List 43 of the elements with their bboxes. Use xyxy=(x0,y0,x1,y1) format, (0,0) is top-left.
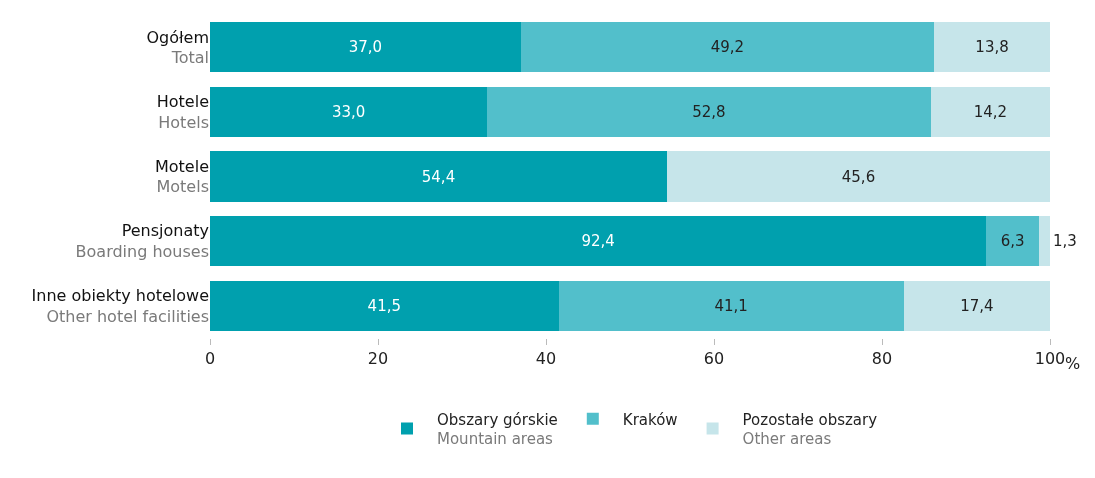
data-label: 14,2 xyxy=(973,102,1008,121)
bar xyxy=(1039,215,1050,267)
x-tick-label: 100 xyxy=(1034,349,1066,369)
legend-label: Obszary górskie Mountain areas xyxy=(437,410,558,449)
bar xyxy=(930,86,1050,138)
legend-label: Kraków xyxy=(622,410,678,429)
data-label: 92,4 xyxy=(581,232,615,251)
legend-label: Pozostałe obszary Other areas xyxy=(742,410,878,449)
y-tick-label: Ogółem Total xyxy=(146,27,209,68)
bar xyxy=(903,280,1050,331)
y-tick-label: Pensjonaty Boarding houses xyxy=(75,221,209,262)
data-label: 6,3 xyxy=(1000,232,1025,251)
x-tick-label: 40 xyxy=(535,349,557,369)
bar xyxy=(986,215,1040,267)
bar xyxy=(210,22,521,73)
bar xyxy=(210,215,987,267)
bar xyxy=(210,280,559,331)
data-label: 13,8 xyxy=(975,38,1009,57)
x-tick-label: 0 xyxy=(204,349,216,369)
y-tick-label: Inne obiekty hotelowe Other hotel facilities xyxy=(31,285,209,326)
bar xyxy=(210,86,488,138)
data-label: 17,4 xyxy=(960,296,994,315)
data-label: 33,0 xyxy=(331,102,366,121)
data-label: 37,0 xyxy=(348,38,383,57)
data-label: 45,6 xyxy=(841,167,876,186)
bar xyxy=(558,280,904,331)
data-label: 1,3 xyxy=(1053,232,1077,251)
data-label: 49,2 xyxy=(710,38,745,57)
x-tick-label: 80 xyxy=(871,349,893,369)
bar xyxy=(666,151,1050,202)
data-label: 52,8 xyxy=(692,102,726,121)
bar xyxy=(487,86,931,138)
data-label: 41,5 xyxy=(367,296,401,315)
y-tick-label: Motele Motels xyxy=(155,156,209,197)
data-label: 41,1 xyxy=(714,296,748,315)
data-label: 54,4 xyxy=(421,167,456,186)
x-axis-title: % xyxy=(1065,354,1081,373)
y-tick-label: Hotele Hotels xyxy=(156,92,209,132)
bar xyxy=(520,22,935,73)
bar xyxy=(210,151,667,202)
x-tick-label: 60 xyxy=(703,349,725,369)
bar xyxy=(934,22,1050,73)
x-tick-label: 20 xyxy=(367,349,389,369)
